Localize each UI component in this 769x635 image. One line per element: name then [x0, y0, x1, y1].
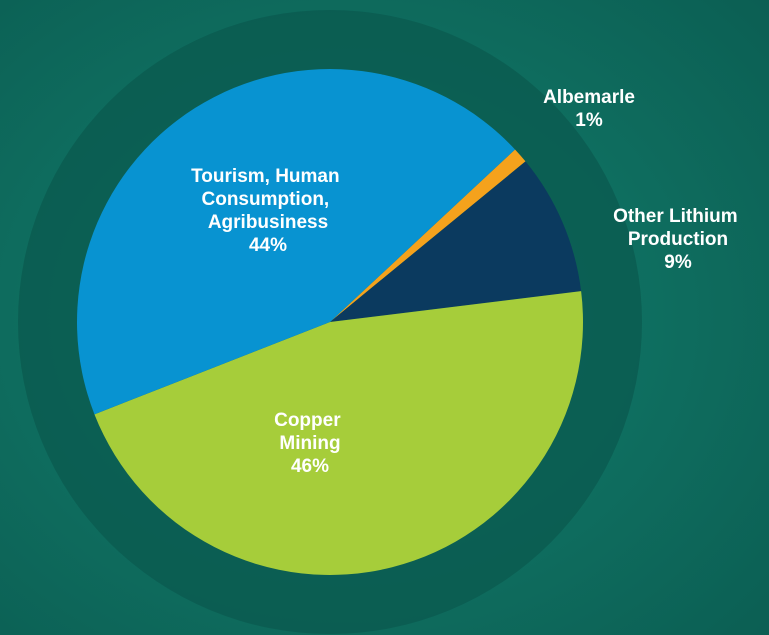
value-label: 9% [664, 252, 692, 273]
slice-label: Other Lithium Production [613, 206, 743, 250]
pie-slice [330, 149, 526, 322]
value-label: 1% [575, 110, 603, 131]
value-label: 44% [249, 235, 287, 256]
pie-slice [330, 161, 582, 322]
slice-label: Tourism, Human Consumption, Agribusiness [191, 166, 345, 233]
slice-label: Albemarle [543, 87, 635, 108]
pie-slice [94, 291, 584, 576]
value-label: 46% [291, 456, 329, 477]
slice-label: Copper Mining [274, 410, 346, 454]
pie-slice [76, 68, 516, 415]
